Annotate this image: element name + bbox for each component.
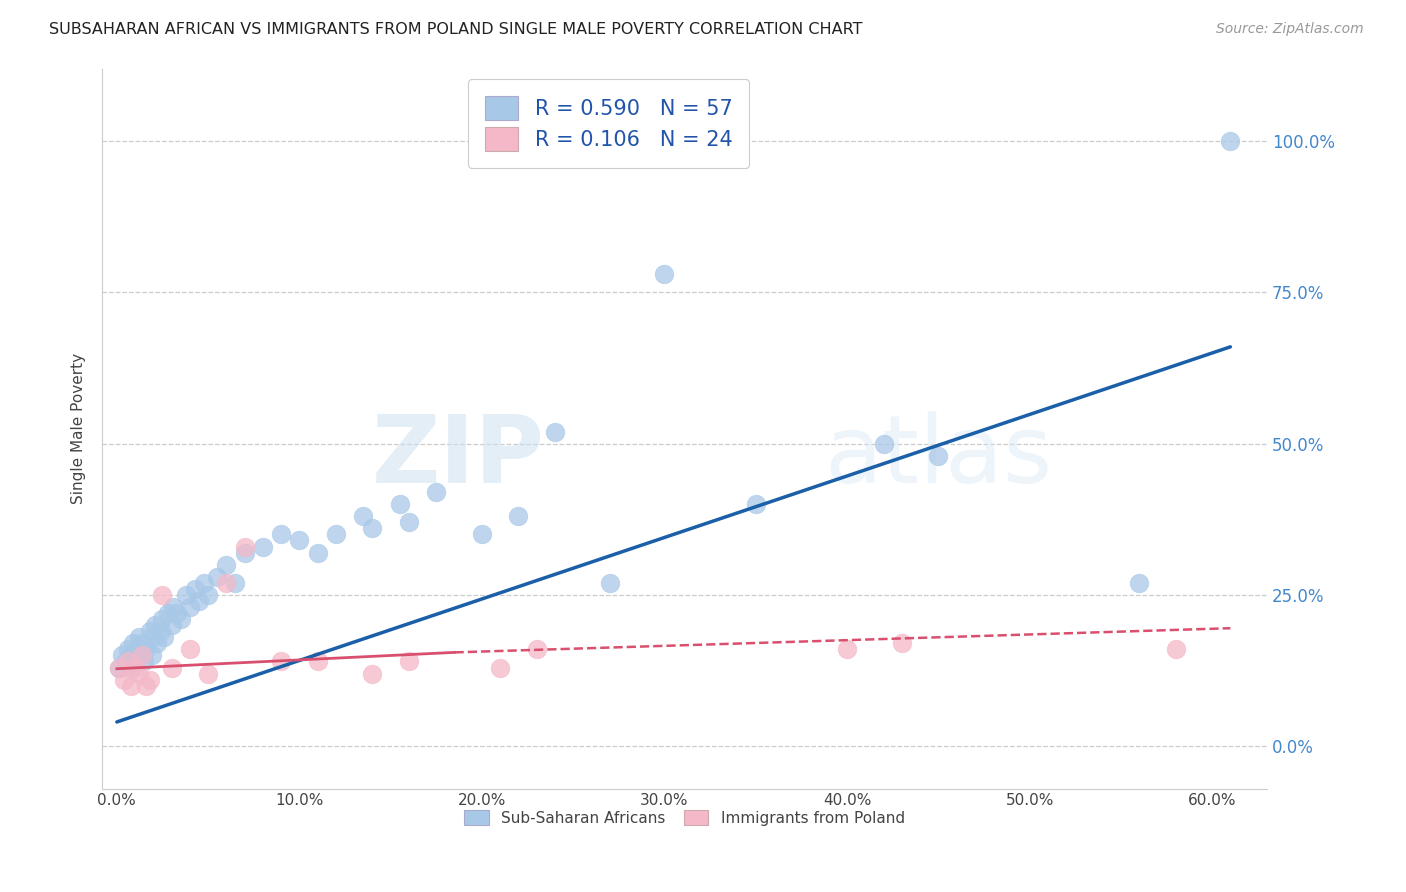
Point <box>112 673 135 687</box>
Point <box>156 606 179 620</box>
Point <box>138 624 160 639</box>
Point <box>197 588 219 602</box>
Point <box>107 660 129 674</box>
Point <box>544 425 567 439</box>
Point <box>233 545 256 559</box>
Point <box>252 540 274 554</box>
Point <box>129 648 152 663</box>
Point <box>270 655 292 669</box>
Point <box>124 660 146 674</box>
Point <box>425 485 447 500</box>
Point <box>471 527 494 541</box>
Point <box>361 521 384 535</box>
Point <box>143 618 166 632</box>
Legend: Sub-Saharan Africans, Immigrants from Poland: Sub-Saharan Africans, Immigrants from Po… <box>456 800 914 835</box>
Point <box>352 509 374 524</box>
Point <box>107 660 129 674</box>
Point <box>927 449 949 463</box>
Point <box>890 636 912 650</box>
Point <box>170 612 193 626</box>
Point <box>142 630 165 644</box>
Point <box>135 679 157 693</box>
Point <box>215 575 238 590</box>
Point <box>835 642 858 657</box>
Point <box>398 516 420 530</box>
Point <box>179 642 201 657</box>
Point <box>307 545 329 559</box>
Point <box>134 655 156 669</box>
Point <box>124 655 146 669</box>
Point <box>122 636 145 650</box>
Point <box>128 666 150 681</box>
Point <box>184 582 207 596</box>
Point <box>118 660 141 674</box>
Point <box>872 436 894 450</box>
Point <box>138 673 160 687</box>
Point <box>526 642 548 657</box>
Point <box>307 655 329 669</box>
Point <box>215 558 238 572</box>
Point <box>179 600 201 615</box>
Point <box>361 666 384 681</box>
Point <box>135 642 157 657</box>
Point <box>1164 642 1187 657</box>
Point <box>117 655 139 669</box>
Text: ZIP: ZIP <box>373 411 544 503</box>
Point <box>233 540 256 554</box>
Point <box>654 267 676 281</box>
Point <box>193 575 215 590</box>
Point <box>205 570 228 584</box>
Point <box>388 497 411 511</box>
Point <box>398 655 420 669</box>
Point <box>160 660 183 674</box>
Point <box>152 612 174 626</box>
Point <box>166 606 188 620</box>
Text: atlas: atlas <box>824 411 1053 503</box>
Text: Source: ZipAtlas.com: Source: ZipAtlas.com <box>1216 22 1364 37</box>
Point <box>599 575 621 590</box>
Point <box>131 648 153 663</box>
Point <box>188 594 211 608</box>
Point <box>745 497 768 511</box>
Point <box>160 618 183 632</box>
Point <box>174 588 197 602</box>
Text: SUBSAHARAN AFRICAN VS IMMIGRANTS FROM POLAND SINGLE MALE POVERTY CORRELATION CHA: SUBSAHARAN AFRICAN VS IMMIGRANTS FROM PO… <box>49 22 863 37</box>
Point <box>153 630 176 644</box>
Point <box>197 666 219 681</box>
Point <box>115 655 138 669</box>
Point <box>162 600 184 615</box>
Point <box>117 642 139 657</box>
Point <box>125 642 148 657</box>
Point <box>489 660 512 674</box>
Point <box>288 533 311 548</box>
Point <box>141 648 163 663</box>
Point <box>146 636 169 650</box>
Point <box>1219 134 1241 148</box>
Point <box>1128 575 1150 590</box>
Point <box>131 636 153 650</box>
Point <box>508 509 530 524</box>
Point <box>224 575 246 590</box>
Point <box>270 527 292 541</box>
Point <box>128 630 150 644</box>
Point <box>120 648 142 663</box>
Point <box>325 527 347 541</box>
Point <box>120 679 142 693</box>
Point <box>152 588 174 602</box>
Point <box>149 624 172 639</box>
Point <box>111 648 134 663</box>
Y-axis label: Single Male Poverty: Single Male Poverty <box>72 353 86 504</box>
